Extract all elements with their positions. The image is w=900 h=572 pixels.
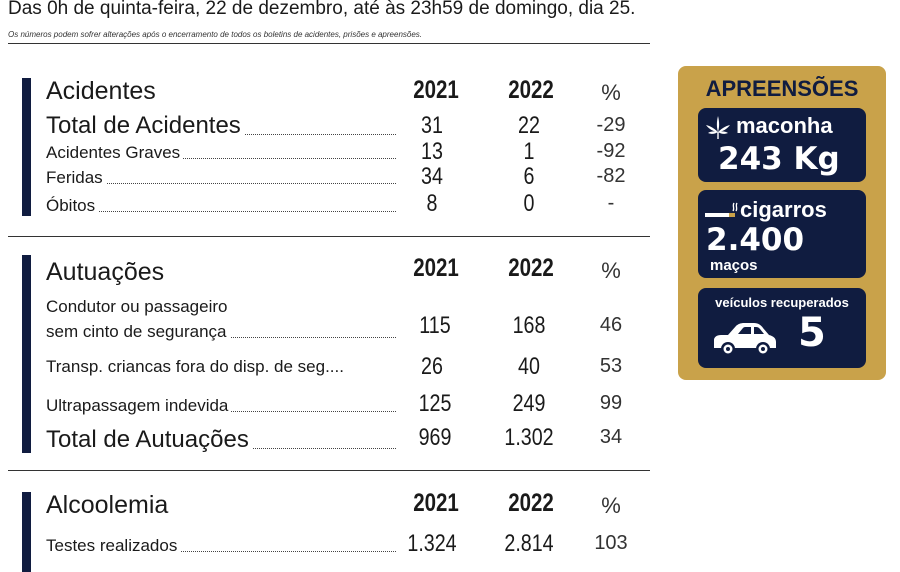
row-value-pct: 103 xyxy=(594,532,628,554)
row-value-2021: 31 xyxy=(421,112,443,139)
row-value-pct: -29 xyxy=(596,114,626,136)
acidentes-col-2022: 2022 xyxy=(508,76,554,104)
veiculos-value: 5 xyxy=(798,310,826,356)
row-label: Total de Acidentes xyxy=(46,112,244,139)
cigarros-card xyxy=(698,190,866,278)
maconha-card xyxy=(698,108,866,182)
row-value-pct: 53 xyxy=(599,355,623,377)
cigarros-unit: maços xyxy=(710,257,758,274)
alcoolemia-title: Alcoolemia xyxy=(46,491,169,519)
row-value-pct: -92 xyxy=(596,140,626,162)
row-value-2021: 26 xyxy=(421,353,443,380)
section-divider xyxy=(8,470,650,471)
header-note: Os números podem sofrer alterações após … xyxy=(8,30,423,39)
autuacoes-col-pct: % xyxy=(601,258,621,283)
row-value-2022: 249 xyxy=(512,390,546,417)
header-divider xyxy=(8,43,650,44)
row-value-2022: 1 xyxy=(523,138,535,165)
row-label: Transp. criancas fora do disp. de seg...… xyxy=(46,357,347,376)
acidentes-col-pct: % xyxy=(601,80,621,105)
row-value-2022: 1.302 xyxy=(504,424,554,451)
row-value-2022: 22 xyxy=(518,112,540,139)
acidentes-section-bar xyxy=(22,78,31,216)
acidentes-title: Acidentes xyxy=(46,77,156,105)
row-value-2022: 40 xyxy=(518,353,540,380)
table-row: Transp. criancas fora do disp. de seg...… xyxy=(46,357,396,377)
table-row: Testes realizados xyxy=(46,536,396,556)
table-row: sem cinto de segurança xyxy=(46,322,396,342)
autuacoes-section-bar xyxy=(22,255,31,453)
row-value-pct: 34 xyxy=(599,426,623,448)
row-value-2022: 2.814 xyxy=(504,530,554,557)
row-label: Óbitos xyxy=(46,196,99,215)
row-value-pct: 99 xyxy=(599,392,623,414)
row-value-2022: 0 xyxy=(523,190,535,217)
table-row: Ultrapassagem indevida xyxy=(46,396,396,416)
row-value-2021: 13 xyxy=(421,138,443,165)
row-value-2021: 8 xyxy=(426,190,438,217)
row-label: Acidentes Graves xyxy=(46,143,184,162)
row-label: sem cinto de segurança xyxy=(46,322,230,341)
row-value-pct: 46 xyxy=(599,314,623,336)
table-row: Feridas xyxy=(46,168,396,188)
car-icon xyxy=(708,318,780,363)
maconha-label: maconha xyxy=(736,113,833,138)
row-label: Testes realizados xyxy=(46,536,181,555)
row-label: Feridas xyxy=(46,168,106,187)
table-row: Total de Acidentes xyxy=(46,112,396,140)
row-value-pct: - xyxy=(607,192,615,214)
row-value-2021: 125 xyxy=(418,390,452,417)
row-value-2021: 115 xyxy=(419,312,451,339)
autuacoes-title: Autuações xyxy=(46,258,165,286)
apreensoes-title: APREENSÕES xyxy=(705,76,859,101)
row-value-2021: 1.324 xyxy=(407,530,457,557)
alcoolemia-col-2021: 2021 xyxy=(413,489,459,517)
cigarros-value: 2.400 xyxy=(706,222,805,258)
row-label-line1: Condutor ou passageiro xyxy=(46,297,228,316)
alcoolemia-section-bar xyxy=(22,492,31,572)
row-value-2022: 168 xyxy=(512,312,546,339)
autuacoes-col-2022: 2022 xyxy=(508,254,554,282)
section-divider xyxy=(8,236,650,237)
header-title: Das 0h de quinta-feira, 22 de dezembro, … xyxy=(8,0,636,19)
alcoolemia-col-pct: % xyxy=(601,493,621,518)
row-label: Ultrapassagem indevida xyxy=(46,396,232,415)
table-row: Acidentes Graves xyxy=(46,143,396,163)
table-row: Óbitos xyxy=(46,196,396,216)
row-label: Total de Autuações xyxy=(46,426,252,453)
row-value-pct: -82 xyxy=(596,165,626,187)
acidentes-col-2021: 2021 xyxy=(413,76,459,104)
cigarette-icon xyxy=(703,200,739,225)
row-value-2021: 969 xyxy=(418,424,452,451)
maconha-value: 243 Kg xyxy=(718,141,840,177)
cigarros-label: cigarros xyxy=(740,197,827,222)
row-value-2022: 6 xyxy=(523,163,535,190)
autuacoes-col-2021: 2021 xyxy=(413,254,459,282)
row-value-2021: 34 xyxy=(421,163,443,190)
cannabis-leaf-icon xyxy=(704,114,732,147)
veiculos-label: veículos recuperados xyxy=(715,295,849,310)
alcoolemia-col-2022: 2022 xyxy=(508,489,554,517)
table-row: Total de Autuações xyxy=(46,426,396,454)
